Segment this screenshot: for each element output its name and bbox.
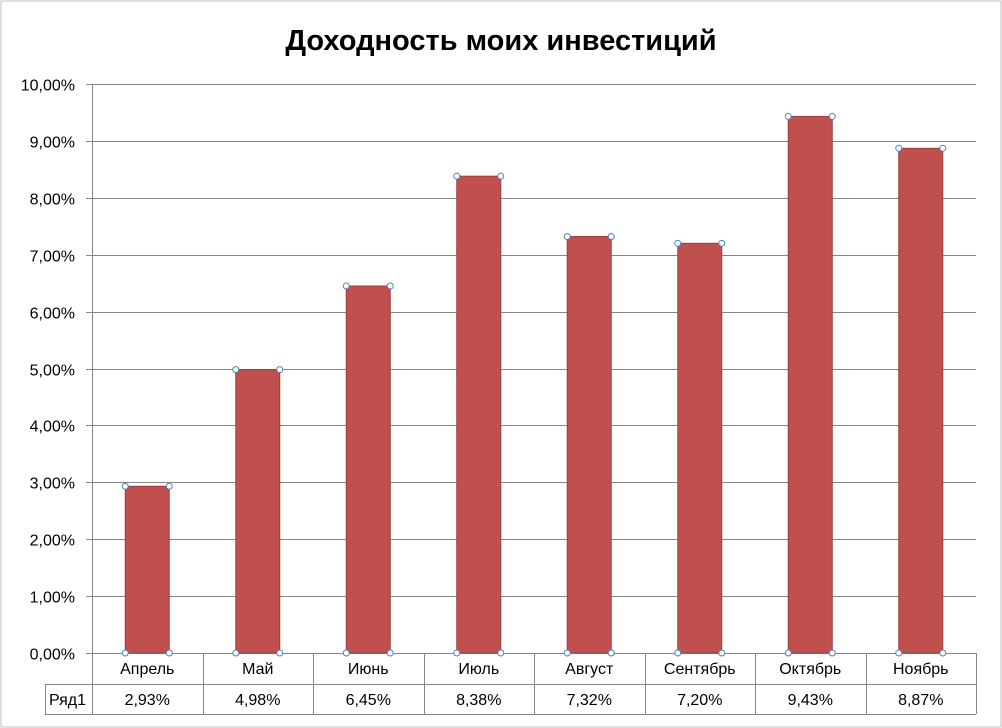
y-tick-label: 1,00% [30, 590, 75, 607]
bar-3[interactable] [345, 285, 391, 654]
y-tick-label: 9,00% [30, 135, 75, 152]
bar-selection-handle[interactable] [232, 649, 240, 657]
value-label: 7,32% [567, 692, 612, 709]
series-name-label: Ряд1 [49, 692, 86, 709]
value-label: 6,45% [346, 692, 391, 709]
bar-selection-handle[interactable] [563, 649, 571, 657]
bar-selection-handle[interactable] [939, 649, 947, 657]
y-tick-label: 0,00% [30, 647, 75, 664]
value-label: 7,20% [677, 692, 722, 709]
bar-7[interactable] [787, 115, 833, 654]
bar-1[interactable] [124, 485, 170, 654]
bars [121, 112, 947, 657]
category-label: Июнь [348, 661, 389, 678]
bar-selection-handle[interactable] [165, 482, 173, 490]
bar-selection-handle[interactable] [895, 649, 903, 657]
y-tick-label: 7,00% [30, 249, 75, 266]
bar-selection-handle[interactable] [674, 239, 682, 247]
value-label: 4,98% [235, 692, 280, 709]
category-label: Ноябрь [893, 661, 949, 678]
category-label: Апрель [120, 661, 174, 678]
bar-selection-handle[interactable] [453, 649, 461, 657]
y-tick-label: 4,00% [30, 419, 75, 436]
bar-selection-handle[interactable] [232, 366, 240, 374]
bar-selection-handle[interactable] [607, 649, 615, 657]
category-label: Август [565, 661, 614, 678]
y-tick-label: 3,00% [30, 476, 75, 493]
bar-selection-handle[interactable] [939, 144, 947, 152]
bar-selection-handle[interactable] [784, 649, 792, 657]
y-axis: 0,00% 1,00% 2,00% 3,00% 4,00% 5,00% 6,00% 7,00%… [21, 78, 93, 714]
bar-selection-handle[interactable] [342, 282, 350, 290]
bar-selection-handle[interactable] [828, 649, 836, 657]
bar-selection-handle[interactable] [386, 282, 394, 290]
bar-selection-handle[interactable] [895, 144, 903, 152]
chart-title: Доходность моих инвестиций [285, 25, 716, 57]
value-label: 9,43% [788, 692, 833, 709]
y-tick-label: 10,00% [21, 78, 75, 95]
bar-selection-handle[interactable] [342, 649, 350, 657]
bar-selection-handle[interactable] [386, 649, 394, 657]
data-table: Апрель 2,93% Май 4,98% Июнь 6,45% Июль 8,38% Авг… [45, 653, 977, 715]
bar-selection-handle[interactable] [674, 649, 682, 657]
bar-selection-handle[interactable] [276, 366, 284, 374]
bar-selection-handle[interactable] [607, 232, 615, 240]
bar-selection-handle[interactable] [784, 112, 792, 120]
bar-selection-handle[interactable] [563, 232, 571, 240]
category-label: Май [242, 661, 273, 678]
bar-4[interactable] [456, 175, 502, 654]
bar-selection-handle[interactable] [497, 649, 505, 657]
bar-8[interactable] [898, 147, 944, 654]
value-label: 8,38% [456, 692, 501, 709]
bar-5[interactable] [566, 235, 612, 654]
y-tick-label: 8,00% [30, 192, 75, 209]
bar-6[interactable] [677, 242, 723, 654]
bar-selection-handle[interactable] [497, 172, 505, 180]
bar-2[interactable] [235, 369, 281, 654]
value-label: 2,93% [125, 692, 170, 709]
bar-selection-handle[interactable] [121, 482, 129, 490]
category-label: Октябрь [779, 661, 841, 678]
bar-selection-handle[interactable] [828, 112, 836, 120]
bar-selection-handle[interactable] [453, 172, 461, 180]
bar-selection-handle[interactable] [121, 649, 129, 657]
y-tick-label: 5,00% [30, 363, 75, 380]
bar-selection-handle[interactable] [718, 239, 726, 247]
bar-selection-handle[interactable] [276, 649, 284, 657]
category-label: Сентябрь [664, 661, 736, 678]
bar-selection-handle[interactable] [165, 649, 173, 657]
bar-selection-handle[interactable] [718, 649, 726, 657]
value-label: 8,87% [898, 692, 943, 709]
y-tick-label: 2,00% [30, 533, 75, 550]
y-tick-label: 6,00% [30, 306, 75, 323]
category-label: Июль [458, 661, 499, 678]
